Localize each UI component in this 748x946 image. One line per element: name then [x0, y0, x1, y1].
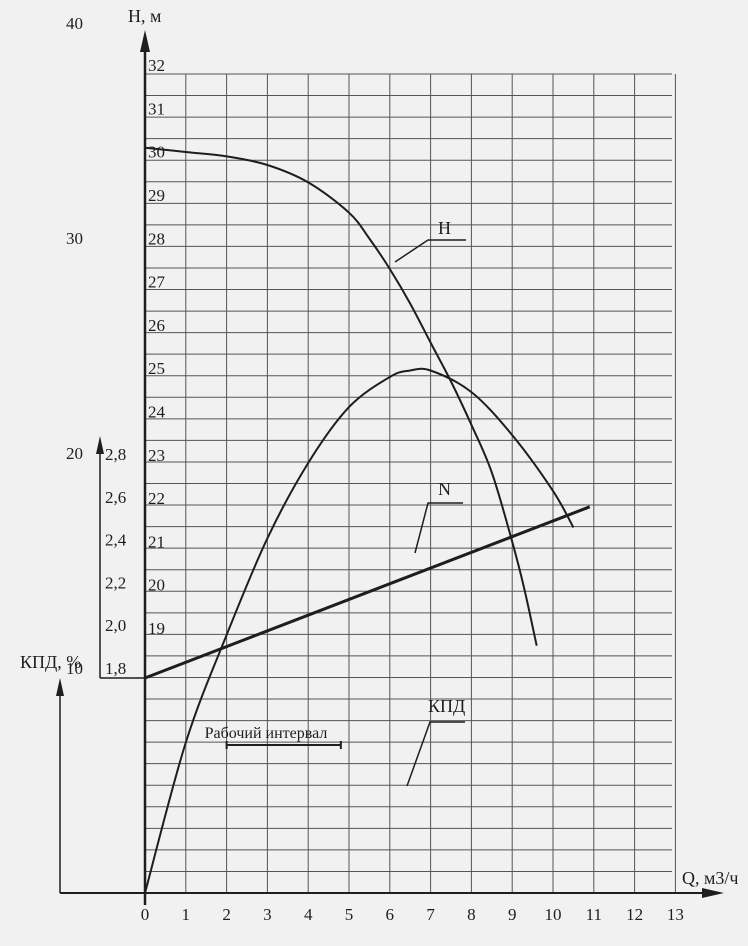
series: [144, 146, 591, 894]
h-tick-label: 24: [148, 403, 166, 422]
n-tick-label: 2,4: [105, 531, 127, 550]
labels: 0 1 2 3 4 5 6 7 8 9 10 11 12 131920212223242526272829…: [20, 6, 738, 924]
kpd-series-label: КПД: [428, 696, 465, 716]
h-tick-label: 23: [148, 446, 165, 465]
h-curve: [144, 146, 538, 646]
h-tick-label: 19: [148, 619, 165, 638]
h-axis-title: H, м: [128, 6, 161, 26]
h-tick-label: 21: [148, 532, 165, 551]
q-tick-label: 9: [508, 905, 517, 924]
kpd-leader-line: [406, 721, 465, 787]
h-tick-label: 25: [148, 359, 165, 378]
n-series-label: N: [438, 479, 451, 499]
h-tick-label: 27: [148, 273, 166, 292]
n-curve: [144, 505, 591, 680]
n-tick-label: 1,8: [105, 659, 126, 678]
q-tick-label: 4: [304, 905, 313, 924]
h-leader-line: [394, 239, 466, 263]
q-tick-label: 13: [667, 905, 684, 924]
h-tick-label: 20: [148, 576, 165, 595]
axes: [56, 30, 724, 905]
h-tick-label: 32: [148, 56, 165, 75]
n-leader-line: [414, 502, 463, 554]
kpd-axis-arrow: [56, 678, 64, 696]
h-tick-label: 31: [148, 99, 165, 118]
n-tick-label: 2,2: [105, 573, 126, 592]
h-tick-label: 22: [148, 489, 165, 508]
q-tick-label: 6: [386, 905, 395, 924]
q-tick-label: 2: [222, 905, 231, 924]
q-tick-label: 11: [586, 905, 602, 924]
h-series-label: H: [438, 218, 451, 238]
q-tick-label: 12: [626, 905, 643, 924]
n-tick-label: 2,0: [105, 616, 126, 635]
h-tick-label: 29: [148, 186, 165, 205]
kpd-tick-label: 20: [66, 444, 83, 463]
kpd-tick-label: 30: [66, 229, 83, 248]
n-axis-arrow: [96, 436, 104, 454]
kpd-curve: [144, 367, 575, 894]
kpd-axis-title: КПД, %: [20, 652, 81, 672]
q-tick-label: 10: [545, 905, 562, 924]
working-interval-label: Рабочий интервал: [205, 725, 328, 742]
q-tick-label: 0: [141, 905, 150, 924]
q-axis-title: Q, м3/ч: [682, 868, 738, 888]
q-axis-arrow: [702, 888, 724, 898]
h-axis-arrow: [140, 30, 150, 52]
grid: [145, 73, 676, 893]
h-tick-label: 26: [148, 316, 165, 335]
kpd-tick-label: 40: [66, 14, 83, 33]
q-tick-label: 7: [426, 905, 435, 924]
q-tick-label: 1: [182, 905, 191, 924]
h-tick-label: 28: [148, 229, 165, 248]
q-tick-label: 5: [345, 905, 354, 924]
n-tick-label: 2,6: [105, 488, 126, 507]
q-tick-label: 3: [263, 905, 272, 924]
n-tick-label: 2,8: [105, 445, 126, 464]
h-tick-label: 30: [148, 143, 165, 162]
q-tick-label: 8: [467, 905, 476, 924]
kpd-tick-label: 10: [66, 659, 83, 678]
